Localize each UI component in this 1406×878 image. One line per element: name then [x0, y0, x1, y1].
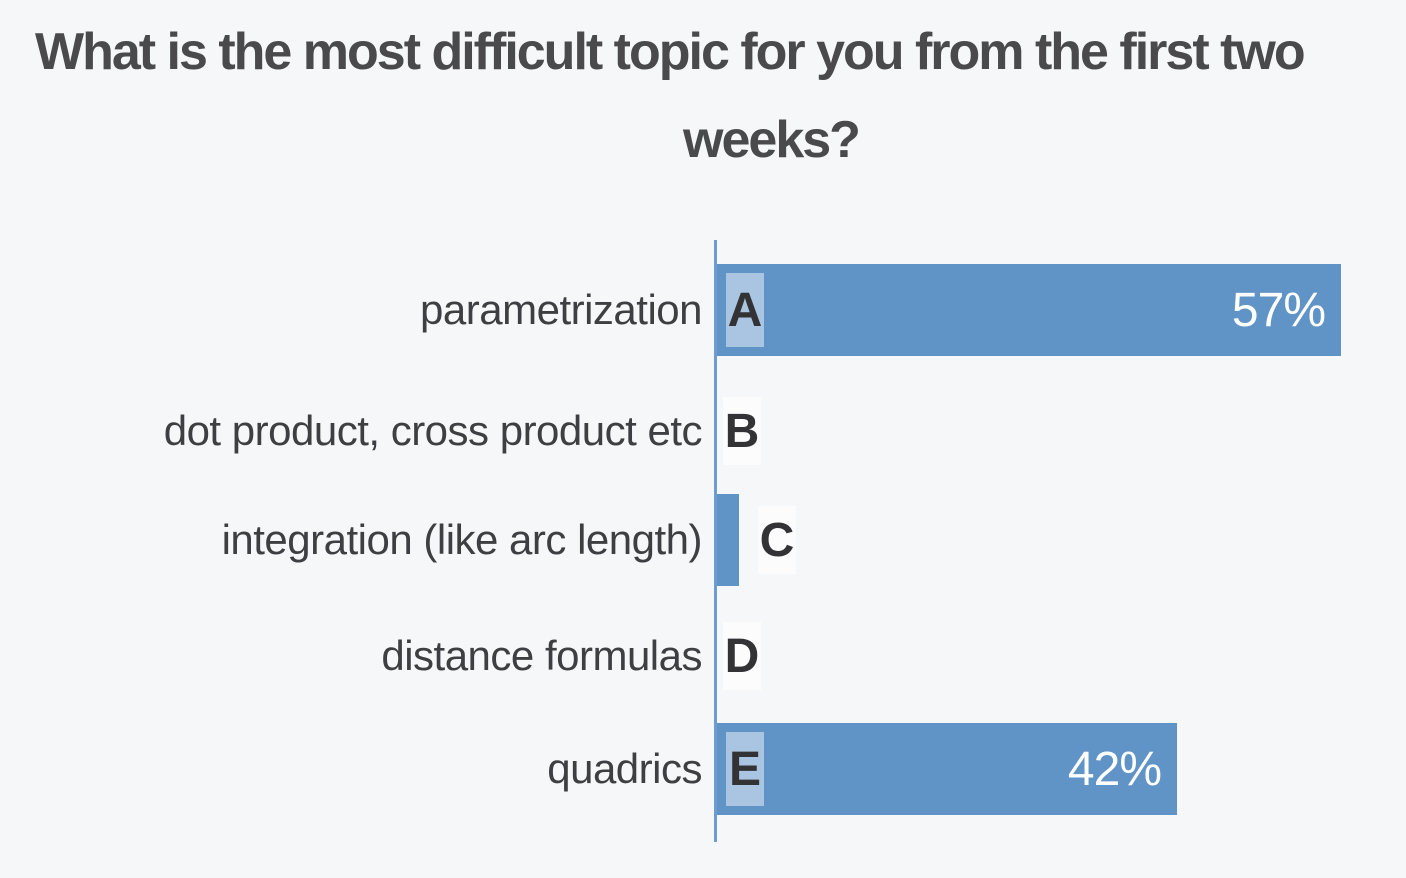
option-letter: A [727, 283, 763, 337]
page-title-line1: What is the most difficult topic for you… [35, 23, 1306, 81]
chart-row-b: dot product, cross product etc B [0, 385, 1406, 477]
chart-row-e: quadrics 42% E [0, 723, 1406, 815]
option-letter-chip: A [726, 273, 764, 347]
percent-label: 57% [1231, 283, 1326, 337]
category-label: parametrization [420, 286, 702, 333]
chart-row-d: distance formulas D [0, 610, 1406, 702]
category-label: integration (like arc length) [221, 516, 703, 563]
bar: 42% [717, 723, 1177, 815]
option-letter: C [759, 513, 795, 567]
option-letter-chip: E [726, 732, 764, 806]
chart-row-c: integration (like arc length) C [0, 494, 1406, 586]
chart-row-a: parametrization 57% A [0, 264, 1406, 356]
option-letter-chip: C [758, 506, 796, 574]
category-label: dot product, cross product etc [163, 407, 703, 454]
page-title-line2: weeks? [683, 111, 861, 169]
option-letter: B [724, 404, 760, 458]
category-label: quadrics [547, 745, 702, 792]
option-letter: E [728, 742, 761, 796]
percent-label: 42% [1067, 742, 1162, 796]
category-label: distance formulas [381, 632, 702, 679]
chart-axis-line [714, 240, 717, 842]
option-letter-chip: D [723, 622, 761, 690]
bar: 57% [717, 264, 1341, 356]
bar [717, 494, 739, 586]
option-letter: D [724, 629, 760, 683]
option-letter-chip: B [723, 397, 761, 465]
